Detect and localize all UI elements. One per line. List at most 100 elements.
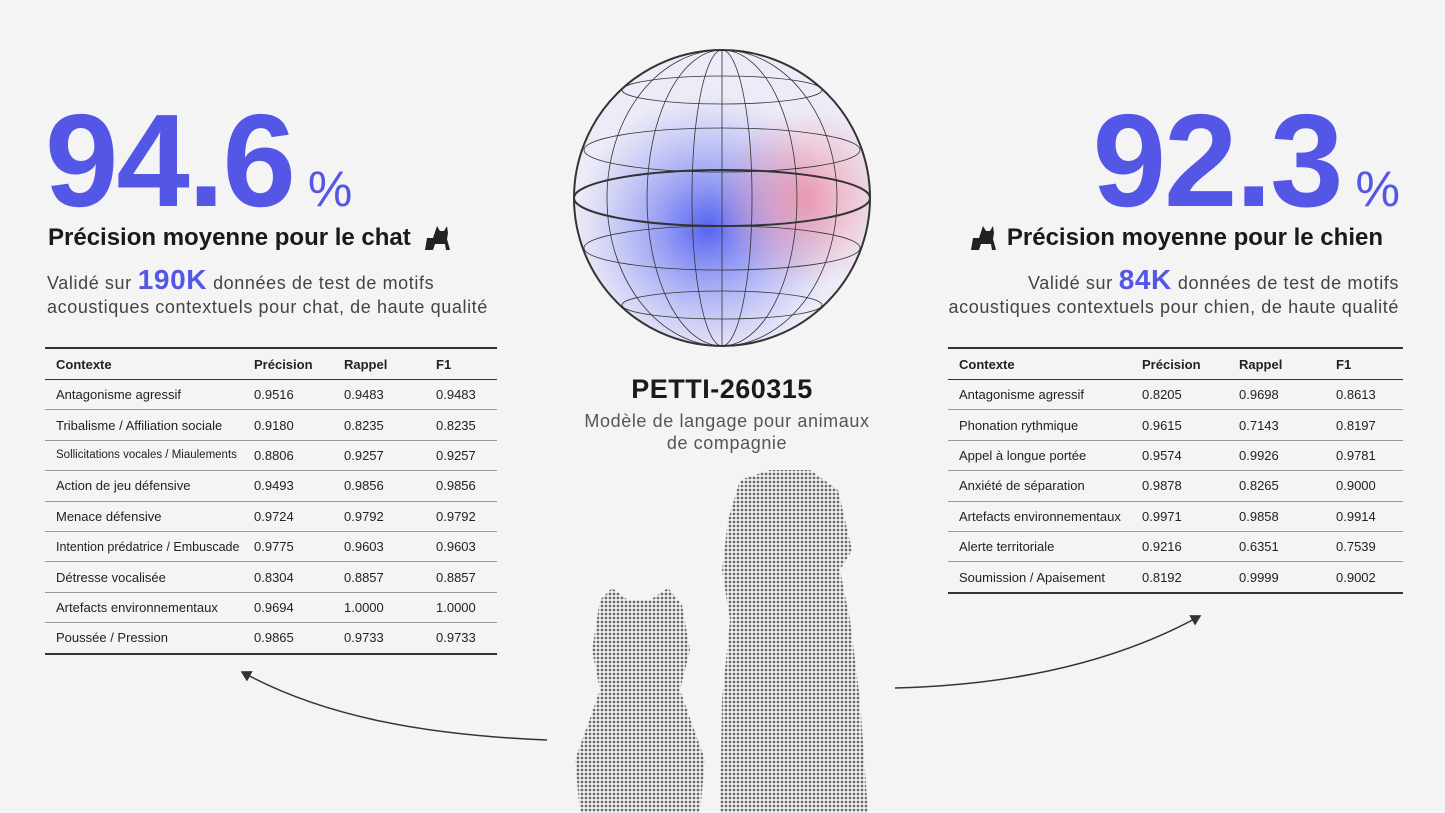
desc-rest: données de test de motifs acoustiques co… <box>948 273 1399 317</box>
table-cell: Sollicitations vocales / Miaulements <box>45 440 243 472</box>
table-cell: Menace défensive <box>45 501 243 532</box>
table-row: Antagonisme agressif 0.8205 0.9698 0.8613 <box>948 379 1403 411</box>
stat-unit: % <box>1355 161 1400 217</box>
stat-value: 92.3 <box>1092 87 1344 234</box>
table-cell: 1.0000 <box>333 592 425 624</box>
header-cell: Rappel <box>1228 347 1325 380</box>
desc-prefix: Validé sur <box>1027 273 1113 293</box>
table-cell: 0.9865 <box>243 622 333 655</box>
table-row: Alerte territoriale 0.9216 0.6351 0.7539 <box>948 531 1403 563</box>
table-cell: 0.9216 <box>1131 531 1228 563</box>
stat-unit: % <box>307 161 353 217</box>
table-cell: 0.8857 <box>425 561 497 593</box>
table-row: Artefacts environnementaux 0.9971 0.9858 0.… <box>948 501 1403 532</box>
table-cell: 0.9615 <box>1131 409 1228 441</box>
description: Validé sur 84K données de test de motifs a… <box>939 266 1399 319</box>
table-cell: 0.7539 <box>1325 531 1403 563</box>
title-text: Précision moyenne pour le chat <box>48 224 411 251</box>
table-cell: 0.9878 <box>1131 470 1228 502</box>
table-row: Menace défensive 0.9724 0.9792 0.9792 <box>45 501 497 532</box>
table-cell: 0.8235 <box>333 409 425 441</box>
table-cell: Antagonisme agressif <box>948 379 1131 411</box>
table-cell: 0.8806 <box>243 440 333 472</box>
model-description: Modèle de langage pour animaux de compag… <box>584 411 870 453</box>
table-cell: 0.9257 <box>425 440 497 472</box>
header-cell: F1 <box>1325 347 1403 380</box>
table-row: Phonation rythmique 0.9615 0.7143 0.8197 <box>948 409 1403 441</box>
table-cell: 0.9724 <box>243 501 333 532</box>
table-row: Poussée / Pression 0.9865 0.9733 0.9733 <box>45 622 497 655</box>
metrics-table: Contexte Précision Rappel F1 Antagonisme agr… <box>45 347 497 655</box>
table-cell: 0.9483 <box>425 379 497 411</box>
table-cell: Artefacts environnementaux <box>45 592 243 624</box>
globe <box>573 49 871 347</box>
table-cell: Antagonisme agressif <box>45 379 243 411</box>
desc-rest: données de test de motifs acoustiques co… <box>47 273 488 317</box>
desc-prefix: Validé sur <box>47 273 132 293</box>
table-cell: 0.9914 <box>1325 501 1403 532</box>
table-cell: 0.9856 <box>425 470 497 502</box>
header-cell: Précision <box>243 347 333 380</box>
header-row: Contexte Précision Rappel F1 <box>948 347 1403 380</box>
table-row: Antagonisme agressif 0.9516 0.9483 0.9483 <box>45 379 497 411</box>
desc-highlight: 190K <box>137 264 208 295</box>
model-name: PETTI-260315 <box>631 374 813 404</box>
table-cell: 0.9493 <box>243 470 333 502</box>
table-cell: 0.9516 <box>243 379 333 411</box>
table-cell: 0.9574 <box>1131 440 1228 472</box>
header-cell: Contexte <box>45 347 243 380</box>
table-cell: 0.9483 <box>333 379 425 411</box>
table-cell: 0.9180 <box>243 409 333 441</box>
table-cell: Soumission / Apaisement <box>948 561 1131 594</box>
table-row: Détresse vocalisée 0.8304 0.8857 0.8857 <box>45 561 497 593</box>
table-cell: 0.8192 <box>1131 561 1228 594</box>
table-row: Soumission / Apaisement 0.8192 0.9999 0.900… <box>948 561 1403 594</box>
table-cell: Phonation rythmique <box>948 409 1131 441</box>
table-cell: 0.9792 <box>425 501 497 532</box>
arrow <box>894 615 1202 689</box>
table-cell: Anxiété de séparation <box>948 470 1131 502</box>
table-cell: 0.9781 <box>1325 440 1403 472</box>
table-cell: 0.9858 <box>1228 501 1325 532</box>
metrics-table: Contexte Précision Rappel F1 Antagonisme agr… <box>948 347 1403 594</box>
table-row: Anxiété de séparation 0.9878 0.8265 0.9000 <box>948 470 1403 502</box>
header-cell: Rappel <box>333 347 425 380</box>
stat-value: 94.6 <box>45 87 296 234</box>
table-row: Appel à longue portée 0.9574 0.9926 0.9781 <box>948 440 1403 472</box>
table-cell: 0.6351 <box>1228 531 1325 563</box>
table-cell: 0.9856 <box>333 470 425 502</box>
table-cell: 0.9792 <box>333 501 425 532</box>
header-row: Contexte Précision Rappel F1 <box>45 347 497 380</box>
table-cell: Appel à longue portée <box>948 440 1131 472</box>
table-cell: Détresse vocalisée <box>45 561 243 593</box>
table-cell: Poussée / Pression <box>45 622 243 655</box>
section-title: Précision moyenne pour le chat <box>48 224 453 252</box>
table-cell: 0.9002 <box>1325 561 1403 594</box>
stat: 94.6% <box>45 95 352 227</box>
table-cell: 0.8197 <box>1325 409 1403 441</box>
table-cell: 0.9000 <box>1325 470 1403 502</box>
pets-illustration <box>575 470 868 813</box>
table-cell: 0.9257 <box>333 440 425 472</box>
table-cell: 0.9694 <box>243 592 333 624</box>
table-cell: 0.9926 <box>1228 440 1325 472</box>
table-cell: 0.9603 <box>425 531 497 563</box>
table-cell: Intention prédatrice / Embuscade <box>45 531 243 563</box>
arrow <box>240 671 548 741</box>
table-cell: 0.8857 <box>333 561 425 593</box>
desc-highlight: 84K <box>1118 264 1172 295</box>
table-cell: 0.7143 <box>1228 409 1325 441</box>
table-cell: 1.0000 <box>425 592 497 624</box>
table-cell: 0.8613 <box>1325 379 1403 411</box>
section-title: Précision moyenne pour le chien <box>967 224 1383 252</box>
table-cell: Tribalisme / Affiliation sociale <box>45 409 243 441</box>
table-cell: 0.8265 <box>1228 470 1325 502</box>
table-cell: 0.9971 <box>1131 501 1228 532</box>
header-cell: F1 <box>425 347 497 380</box>
table-cell: Alerte territoriale <box>948 531 1131 563</box>
table-cell: 0.8304 <box>243 561 333 593</box>
header-cell: Contexte <box>948 347 1131 380</box>
table-row: Sollicitations vocales / Miaulements 0.88… <box>45 440 497 472</box>
